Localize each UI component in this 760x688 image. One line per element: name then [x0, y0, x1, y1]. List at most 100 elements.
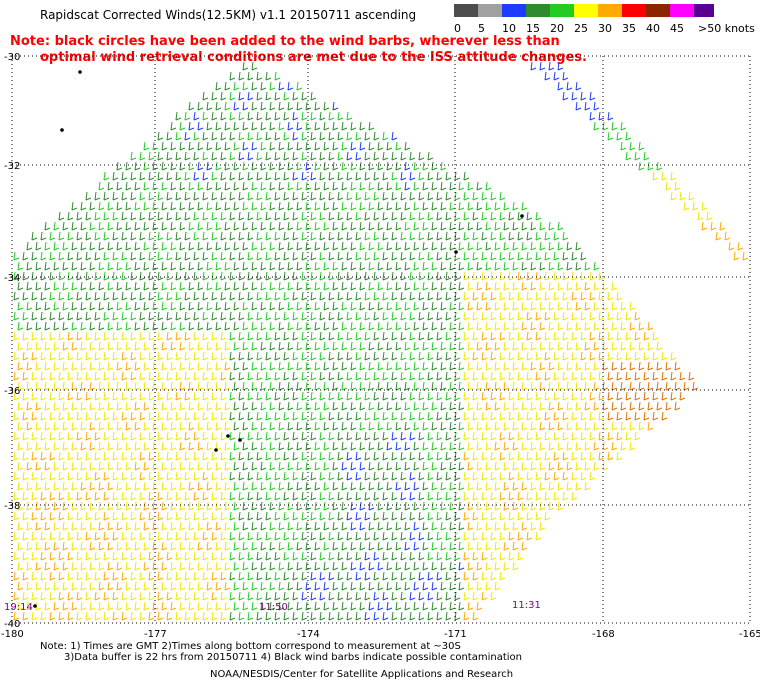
wind-barb: [436, 411, 443, 421]
wind-barb: [283, 371, 290, 381]
wind-barb: [238, 251, 245, 261]
wind-barb: [409, 531, 416, 541]
wind-barb: [364, 591, 371, 601]
wind-barb: [490, 271, 497, 281]
wind-barb: [157, 211, 164, 221]
legend-label: 25: [574, 22, 588, 35]
wind-barb: [409, 591, 416, 601]
wind-barb: [260, 601, 267, 611]
wind-barb: [566, 441, 573, 451]
wind-barb: [251, 241, 258, 251]
wind-barb: [368, 221, 375, 231]
wind-barb: [283, 171, 290, 181]
wind-barb: [499, 511, 506, 521]
wind-barb: [301, 151, 308, 161]
wind-barb: [121, 491, 128, 501]
wind-barb: [580, 331, 587, 341]
wind-barb: [269, 361, 276, 371]
wind-barb: [494, 301, 501, 311]
wind-barb: [589, 111, 596, 121]
wind-barb: [314, 561, 321, 571]
wind-barb: [400, 311, 407, 321]
wind-barb: [13, 371, 20, 381]
wind-barb: [211, 471, 218, 481]
wind-barb: [211, 351, 218, 361]
wind-barb: [319, 511, 326, 521]
wind-barb: [197, 561, 204, 571]
wind-barb: [157, 351, 164, 361]
wind-barb: [251, 221, 258, 231]
wind-barb: [296, 441, 303, 451]
wind-barb: [247, 591, 254, 601]
wind-barb: [247, 551, 254, 561]
wind-barb: [238, 511, 245, 521]
wind-barb: [256, 551, 263, 561]
wind-barb: [427, 391, 434, 401]
wind-barb: [323, 581, 330, 591]
wind-barb: [22, 571, 29, 581]
wind-barb: [490, 451, 497, 461]
wind-barb: [188, 121, 195, 131]
wind-barb: [296, 561, 303, 571]
wind-barb: [458, 361, 465, 371]
wind-barb: [395, 181, 402, 191]
wind-barb: [535, 291, 542, 301]
wind-barb: [94, 291, 101, 301]
wind-barb: [589, 351, 596, 361]
wind-barb: [328, 471, 335, 481]
wind-barb: [134, 441, 141, 451]
wind-barb: [17, 501, 24, 511]
wind-barb: [193, 251, 200, 261]
wind-barb: [404, 501, 411, 511]
wind-barb: [391, 291, 398, 301]
wind-barb: [652, 171, 659, 181]
wind-barb: [332, 361, 339, 371]
wind-barb: [485, 301, 492, 311]
wind-barb: [80, 481, 87, 491]
wind-barb: [512, 541, 519, 551]
wind-barb: [130, 291, 137, 301]
wind-barb: [634, 431, 641, 441]
wind-barb: [278, 181, 285, 191]
wind-barb: [305, 341, 312, 351]
wind-barb: [539, 221, 546, 231]
wind-barb: [323, 401, 330, 411]
wind-barb: [328, 611, 335, 621]
wind-barb: [62, 461, 69, 471]
wind-barb: [233, 281, 240, 291]
wind-barb: [157, 551, 164, 561]
wind-barb: [485, 521, 492, 531]
wind-barb: [125, 561, 132, 571]
wind-barb: [346, 291, 353, 301]
wind-barb: [652, 411, 659, 421]
wind-barb: [80, 441, 87, 451]
wind-barb: [476, 261, 483, 271]
wind-barb: [355, 511, 362, 521]
wind-barb: [157, 571, 164, 581]
wind-barb: [476, 501, 483, 511]
wind-barb: [544, 271, 551, 281]
wind-barb: [211, 251, 218, 261]
wind-barb: [211, 511, 218, 521]
wind-barb: [373, 151, 380, 161]
wind-barb: [319, 251, 326, 261]
wind-barb: [364, 291, 371, 301]
wind-barb: [562, 271, 569, 281]
wind-barb: [431, 481, 438, 491]
wind-barb: [296, 521, 303, 531]
wind-barb: [332, 281, 339, 291]
wind-barb: [193, 391, 200, 401]
wind-barb: [256, 491, 263, 501]
wind-barb: [476, 401, 483, 411]
wind-barb: [278, 221, 285, 231]
wind-barb: [233, 541, 240, 551]
wind-barb: [490, 431, 497, 441]
wind-barb: [413, 261, 420, 271]
wind-barb: [202, 411, 209, 421]
wind-barb: [292, 191, 299, 201]
wind-barb: [44, 601, 51, 611]
legend-swatch: [478, 4, 502, 17]
wind-barb: [490, 591, 497, 601]
wind-barb: [310, 611, 317, 621]
wind-barb: [197, 161, 204, 171]
